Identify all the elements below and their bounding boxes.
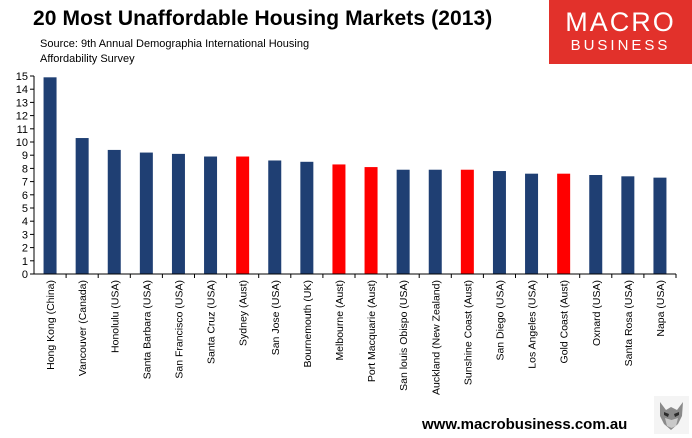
x-category-label: Santa Rosa (USA) xyxy=(623,280,635,366)
y-tick-label: 1 xyxy=(22,256,28,268)
logo-line-1: MACRO xyxy=(565,7,676,37)
bar-san-jose-usa xyxy=(268,160,282,274)
x-category-label: Auckland (New Zealand) xyxy=(430,280,442,395)
macrobusiness-logo: MACRO BUSINESS xyxy=(549,0,692,64)
bar-sydney-aust xyxy=(236,156,250,274)
x-category-label: Sunshine Coast (Aust) xyxy=(462,280,474,385)
y-tick-label: 15 xyxy=(16,71,28,83)
y-tick-label: 2 xyxy=(22,243,28,255)
y-tick-label: 8 xyxy=(22,163,28,175)
bar-san-francisco-usa xyxy=(171,153,185,274)
x-category-label: Los Angeles (USA) xyxy=(527,280,539,369)
source-note: Source: 9th Annual Demographia Internati… xyxy=(40,37,370,67)
x-category-label: Melbourne (Aust) xyxy=(334,280,346,361)
y-tick-label: 9 xyxy=(22,150,28,162)
bar-sunshine-coast-aust xyxy=(460,169,474,274)
source-line-1: Source: 9th Annual Demographia Internati… xyxy=(40,38,310,50)
x-category-label: Bournemouth (UK) xyxy=(302,280,314,368)
bar-oxnard-usa xyxy=(589,175,603,274)
bar-napa-usa xyxy=(653,177,667,274)
bar-auckland-new-zealand xyxy=(428,169,442,274)
x-category-label: San louis Obispo (USA) xyxy=(398,280,410,391)
x-category-label: San Jose (USA) xyxy=(270,280,282,355)
y-tick-label: 10 xyxy=(16,137,28,149)
y-tick-label: 12 xyxy=(16,111,28,123)
bar-honolulu-usa xyxy=(107,149,121,274)
source-line-2: Affordability Survey xyxy=(40,53,135,65)
x-category-label: Sydney (Aust) xyxy=(238,280,250,346)
bar-vancouver-canada xyxy=(75,138,89,274)
bar-gold-coast-aust xyxy=(557,173,571,274)
website-url: www.macrobusiness.com.au xyxy=(422,416,628,433)
bar-hong-kong-china xyxy=(43,77,57,274)
y-tick-label: 7 xyxy=(22,177,28,189)
x-category-label: Vancouver (Canada) xyxy=(77,280,89,376)
bar-bournemouth-uk xyxy=(300,161,314,274)
x-category-label: Napa (USA) xyxy=(655,280,667,337)
bar-san-diego-usa xyxy=(492,171,506,274)
wolf-logo-icon xyxy=(654,396,689,434)
bar-los-angeles-usa xyxy=(525,173,539,274)
x-category-label: San Francisco (USA) xyxy=(173,280,185,379)
x-category-label: San Diego (USA) xyxy=(494,280,506,361)
y-tick-label: 3 xyxy=(22,229,28,241)
logo-line-2: BUSINESS xyxy=(570,37,671,54)
y-tick-label: 5 xyxy=(22,203,28,215)
x-category-label: Honolulu (USA) xyxy=(109,280,121,353)
x-category-label: Gold Coast (Aust) xyxy=(559,280,571,363)
x-category-label: Santa Cruz (USA) xyxy=(206,280,218,364)
y-tick-label: 6 xyxy=(22,190,28,202)
bar-melbourne-aust xyxy=(332,164,346,274)
x-category-label: Santa Barbara (USA) xyxy=(141,280,153,379)
bar-port-macquarie-aust xyxy=(364,167,378,274)
y-tick-label: 14 xyxy=(16,84,28,96)
y-tick-label: 11 xyxy=(17,124,28,136)
y-tick-label: 13 xyxy=(16,97,28,109)
bar-san-louis-obispo-usa xyxy=(396,169,410,274)
y-tick-label: 4 xyxy=(22,216,28,228)
bar-santa-cruz-usa xyxy=(204,156,218,274)
x-category-label: Port Macquarie (Aust) xyxy=(366,280,378,382)
bar-santa-rosa-usa xyxy=(621,176,635,274)
x-category-label: Oxnard (USA) xyxy=(591,280,603,346)
x-category-label: Hong Kong (China) xyxy=(45,280,57,370)
y-tick-label: 0 xyxy=(22,269,28,281)
chart-title: 20 Most Unaffordable Housing Markets (20… xyxy=(33,7,493,30)
bar-santa-barbara-usa xyxy=(139,152,153,274)
